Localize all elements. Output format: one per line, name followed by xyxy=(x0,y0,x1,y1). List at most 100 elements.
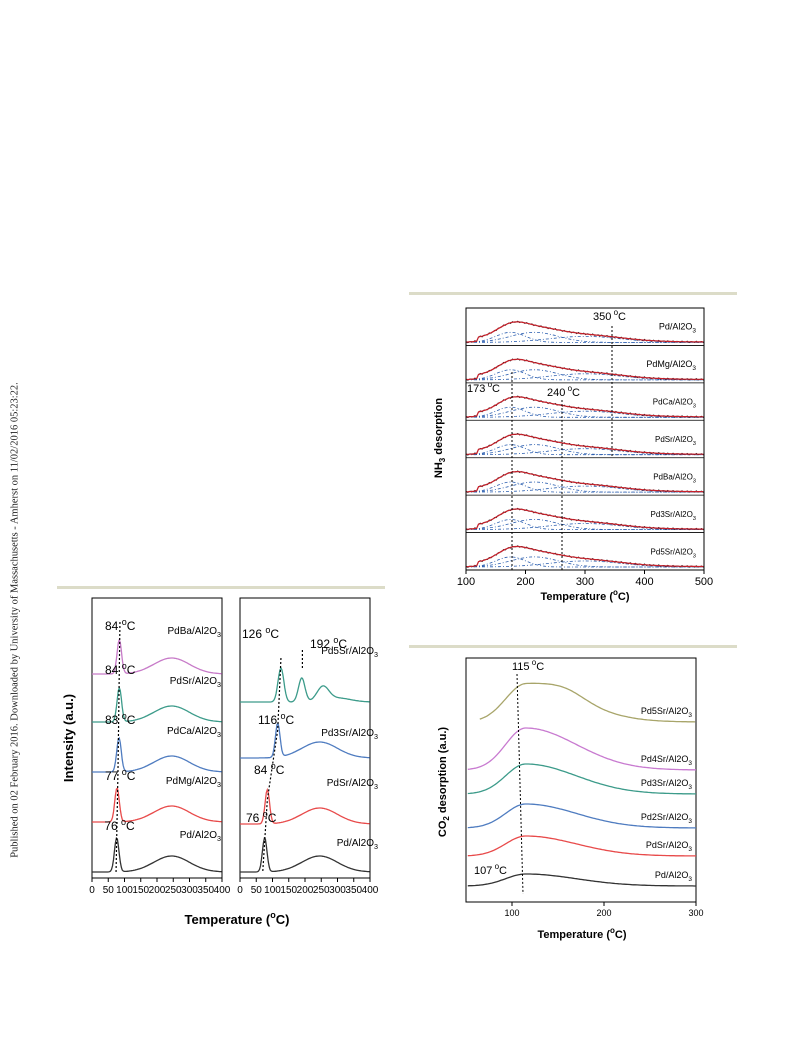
left-rule xyxy=(57,586,385,589)
nh3-fit-curve xyxy=(465,433,704,455)
h2-right-curve-label: Pd/Al2O3 xyxy=(337,838,378,851)
nh3-annotation-350: 350 oC xyxy=(593,308,626,323)
nh3-component-curve xyxy=(466,519,704,530)
nh3-x-tick-label: 500 xyxy=(695,576,713,588)
h2-right-guide xyxy=(262,657,282,873)
h2-right-curve-label: Pd3Sr/Al2O3 xyxy=(321,728,378,741)
h2-left-peak-label: 84 oC xyxy=(105,661,136,677)
nh3-annotation-240: 240 oC xyxy=(547,384,580,399)
co2-curve-label: Pd3Sr/Al2O3 xyxy=(641,778,693,791)
nh3-x-tick-label: 400 xyxy=(635,576,653,588)
nh3-panel-label: PdSr/Al2O3 xyxy=(655,435,696,447)
co2-curves: Pd5Sr/Al2O3 Pd4Sr/Al2O3 Pd3Sr/Al2O3 Pd2Sr/A… xyxy=(467,682,697,887)
h2-left-peak-label: 76 oC xyxy=(104,817,135,833)
top-right-rule xyxy=(409,292,737,295)
h2-x-tick-label: 300 xyxy=(181,885,198,896)
h2-x-tick-label: 400 xyxy=(214,885,231,896)
nh3-fit-curve xyxy=(465,545,704,568)
h2-x-tick-label: 250 xyxy=(165,885,182,896)
nh3-desorption-figure: Pd/Al2O3 PdMg/Al2O3 PdCa/Al2O3 PdSr/Al2O3 Pd… xyxy=(433,307,713,603)
h2-x-tick-label: 50 xyxy=(103,885,115,896)
co2-curve xyxy=(479,682,696,723)
h2-curve xyxy=(92,786,222,823)
nh3-panel-label: Pd5Sr/Al2O3 xyxy=(651,547,696,559)
h2-x-tick-label: 300 xyxy=(329,885,346,896)
nh3-panels: Pd/Al2O3 PdMg/Al2O3 PdCa/Al2O3 PdSr/Al2O3 Pd… xyxy=(465,320,704,568)
h2-left-peak-label: 83 oC xyxy=(105,711,136,727)
nh3-component-curve xyxy=(465,369,704,381)
h2-x-tick-label: 100 xyxy=(116,885,133,896)
nh3-y-axis-label: NH3 desorption xyxy=(433,398,447,479)
co2-curve xyxy=(467,763,696,795)
h2-right-peak-label: 126 oC xyxy=(242,625,279,641)
h2-x-tick-label: 350 xyxy=(345,885,362,896)
co2-curve-label: PdSr/Al2O3 xyxy=(646,840,693,853)
h2-left-guide xyxy=(115,621,121,873)
h2-x-tick-label: 400 xyxy=(362,885,379,896)
h2-left-curve-label: PdCa/Al2O3 xyxy=(167,726,221,739)
co2-x-axis-label: Temperature (oC) xyxy=(537,926,626,941)
h2-right-peak-label: 84 oC xyxy=(254,761,285,777)
co2-annotation-top: 115 oC xyxy=(512,658,544,673)
h2-left-x-ticks: 0 50 100 150 200 250 300 350 400 xyxy=(89,878,231,896)
h2-curve xyxy=(92,685,222,723)
h2-right-x-ticks: 0 50 100 150 200 250 300 350 400 xyxy=(237,878,379,896)
download-notice-sidebar: Published on 02 February 2016. Downloade… xyxy=(0,0,30,1039)
co2-x-tick-label: 200 xyxy=(596,908,611,918)
h2-x-axis-label: Temperature (oC) xyxy=(185,910,290,927)
h2-x-label-svg: Temperature (oC) xyxy=(185,910,290,927)
h2-right-peak-label: 76 oC xyxy=(246,809,277,825)
h2-curve xyxy=(92,637,222,675)
h2-curve xyxy=(92,736,222,773)
h2-right-peak-label: 116 oC xyxy=(258,711,294,727)
nh3-x-tick-label: 100 xyxy=(457,576,475,588)
h2-left-curve-label: PdSr/Al2O3 xyxy=(170,676,221,689)
nh3-x-ticks: 100 200 300 400 500 xyxy=(457,570,713,588)
h2-x-tick-label: 350 xyxy=(197,885,214,896)
h2-left-curve-label: PdBa/Al2O3 xyxy=(168,626,221,639)
nh3-panel-label: PdCa/Al2O3 xyxy=(653,398,696,410)
h2-x-tick-label: 150 xyxy=(132,885,149,896)
nh3-panel-label: Pd/Al2O3 xyxy=(659,322,697,335)
nh3-fit-curve xyxy=(465,396,704,418)
co2-curve-label: Pd5Sr/Al2O3 xyxy=(641,706,693,719)
h2-left-curves: 84 oC PdBa/Al2O3 84 oC PdSr/Al2O3 83 oC PdCa/… xyxy=(92,617,222,873)
h2-x-tick-label: 250 xyxy=(313,885,330,896)
nh3-component-curve xyxy=(465,481,704,493)
nh3-x-tick-label: 200 xyxy=(516,576,534,588)
nh3-component-curve xyxy=(466,556,704,568)
h2-tpr-right-figure: 126 oC 192 oC 116 oC 84 oC 76 oC Pd5Sr/Al2O3 P… xyxy=(237,597,379,896)
h2-curve xyxy=(240,666,370,703)
co2-curve-label: Pd/Al2O3 xyxy=(655,870,693,883)
h2-x-tick-label: 200 xyxy=(297,885,314,896)
nh3-fit-curve xyxy=(465,358,704,381)
h2-x-tick-label: 0 xyxy=(89,885,95,896)
h2-left-curve-label: PdMg/Al2O3 xyxy=(166,776,221,789)
nh3-x-axis-label: Temperature (oC) xyxy=(540,588,629,603)
nh3-panel-label: Pd3Sr/Al2O3 xyxy=(651,510,696,522)
nh3-fit-curve xyxy=(466,471,704,493)
download-notice-text: Published on 02 February 2016. Downloade… xyxy=(9,382,21,858)
nh3-fit-curve xyxy=(465,321,704,343)
bottom-right-rule xyxy=(409,645,737,648)
co2-curve-label: Pd2Sr/Al2O3 xyxy=(641,812,693,825)
h2-x-tick-label: 200 xyxy=(149,885,166,896)
nh3-fit-curve xyxy=(465,508,704,530)
h2-right-peak-label: 192 oC xyxy=(310,635,347,651)
co2-guide-line xyxy=(516,673,524,895)
nh3-component-curve xyxy=(465,331,704,343)
co2-curve xyxy=(467,835,696,857)
h2-left-peak-label: 77 oC xyxy=(105,767,136,783)
co2-curve xyxy=(467,873,696,887)
h2-left-peak-label: 84 oC xyxy=(105,617,136,633)
co2-curve xyxy=(467,727,697,771)
h2-curve xyxy=(92,836,222,873)
nh3-x-tick-label: 300 xyxy=(576,576,594,588)
nh3-annotation-173: 173 oC xyxy=(467,380,500,395)
h2-left-y-axis-label: Intensity (a.u.) xyxy=(61,694,76,782)
co2-annotation-bottom: 107 oC xyxy=(474,862,507,877)
co2-x-tick-label: 100 xyxy=(504,908,519,918)
h2-x-tick-label: 100 xyxy=(264,885,281,896)
co2-x-ticks: 100 200 300 xyxy=(504,902,704,918)
h2-right-curve-label: PdSr/Al2O3 xyxy=(327,778,378,791)
